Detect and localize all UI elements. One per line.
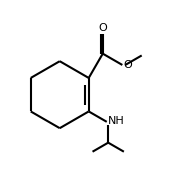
Text: NH: NH (108, 117, 125, 126)
Text: O: O (123, 60, 132, 70)
Text: O: O (98, 23, 107, 33)
